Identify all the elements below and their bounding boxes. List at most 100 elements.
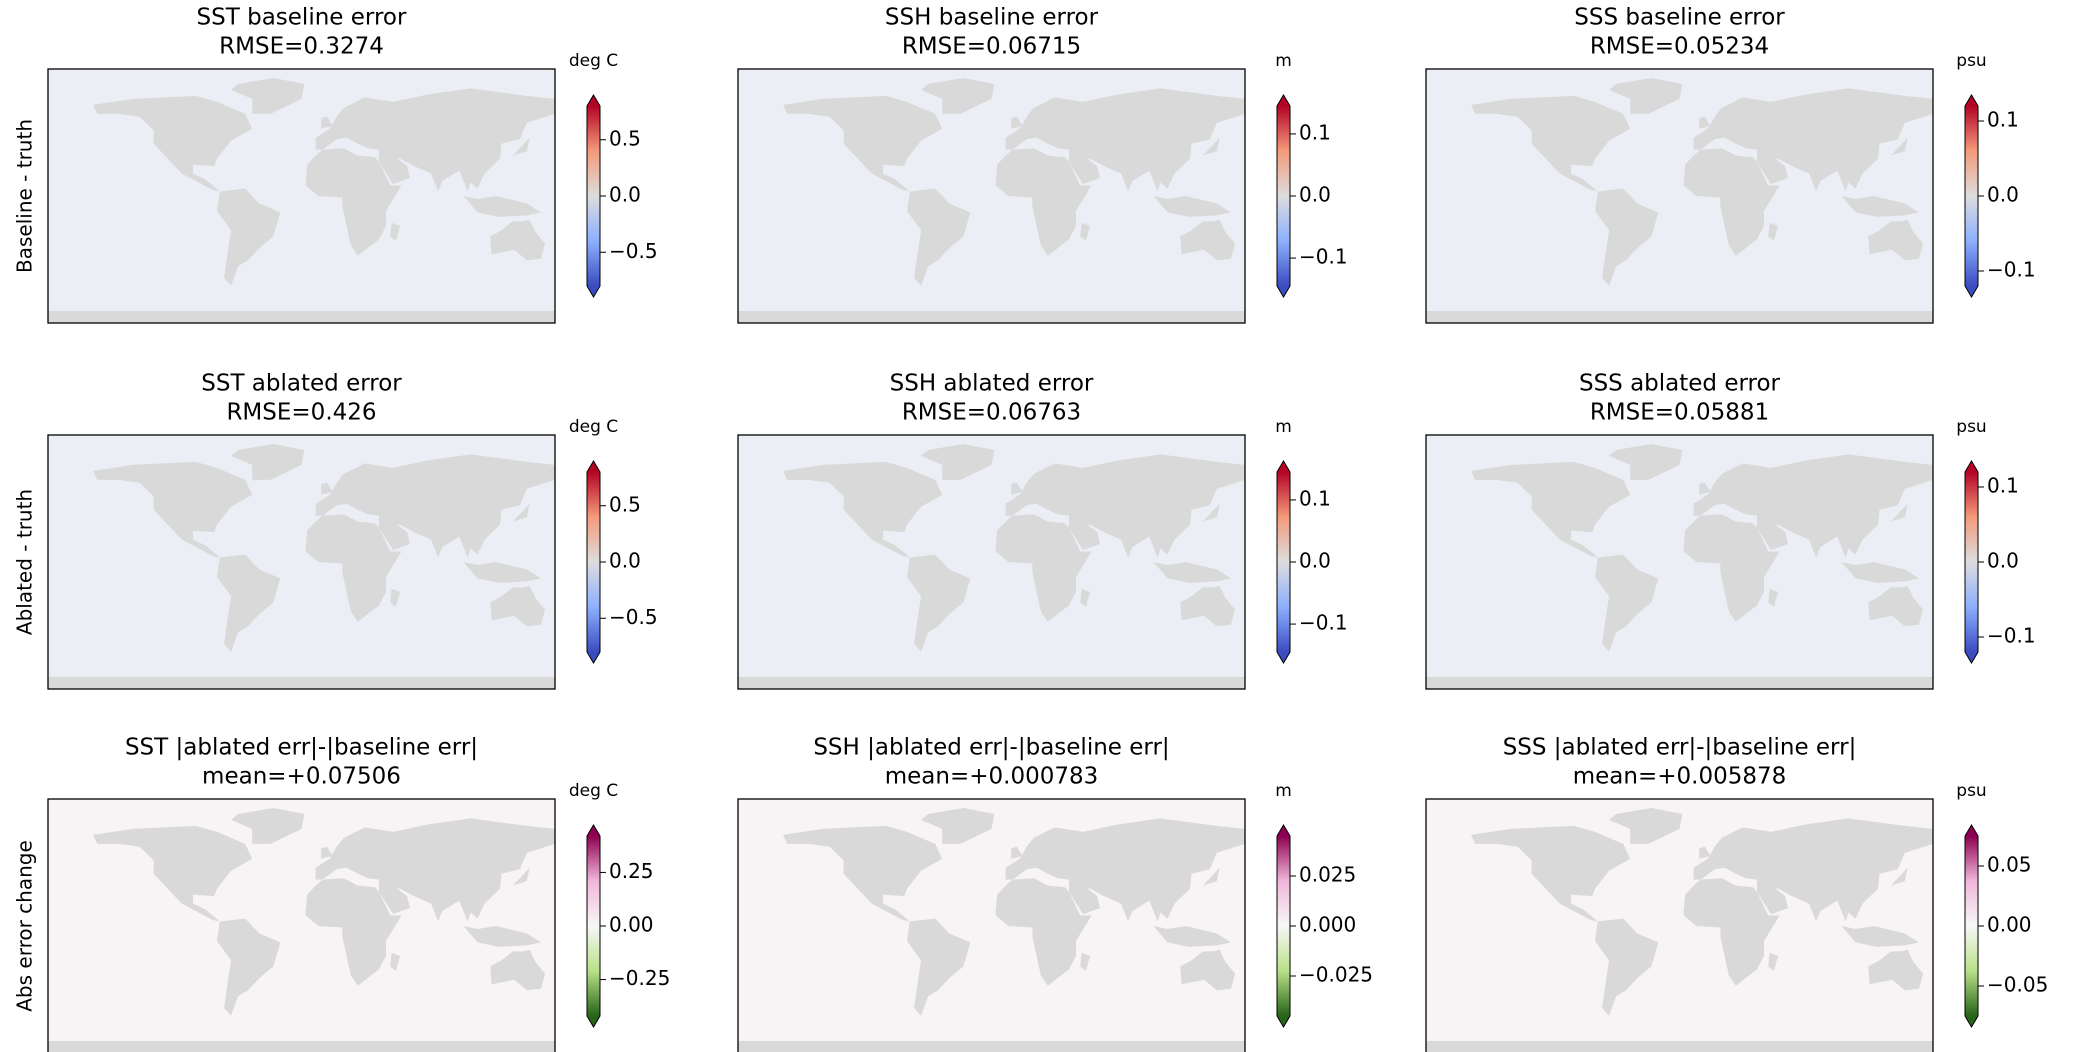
- land: [783, 825, 943, 922]
- land: [1768, 952, 1779, 971]
- colorbar-extend: [1277, 825, 1290, 836]
- panel-subtitle: mean=+0.005878: [1573, 764, 1787, 790]
- colorbar-label: deg C: [569, 781, 618, 801]
- colorbar: [1277, 472, 1290, 652]
- colorbar: [1965, 472, 1978, 652]
- colorbar-tick-label: −0.1: [1987, 258, 2036, 282]
- land: [315, 88, 555, 192]
- colorbar-tick-label: 0.1: [1299, 120, 1331, 144]
- land: [1153, 926, 1231, 947]
- land: [1699, 116, 1711, 129]
- colorbar-tick-label: −0.1: [1299, 245, 1348, 269]
- land: [1683, 878, 1780, 986]
- panel-subtitle: mean=+0.07506: [202, 764, 401, 790]
- land: [217, 188, 281, 286]
- land: [321, 846, 333, 859]
- colorbar-extend: [1965, 95, 1978, 106]
- colorbar-tick-label: 0.025: [1299, 863, 1356, 887]
- land: [1683, 148, 1780, 256]
- land: [995, 878, 1092, 986]
- colorbar-extend: [587, 286, 600, 297]
- colorbar-frame: [1276, 460, 1291, 664]
- land: [1693, 818, 1933, 922]
- land: [1693, 454, 1933, 558]
- map-frame: [737, 798, 1246, 1052]
- colorbar-label: deg C: [569, 417, 618, 437]
- colorbar: [587, 472, 600, 652]
- land: [1683, 514, 1780, 622]
- row-label: Baseline - truth: [13, 119, 37, 273]
- land: [995, 148, 1092, 256]
- colorbar-label: psu: [1956, 417, 1986, 437]
- colorbar-frame: [1276, 824, 1291, 1028]
- land: [1841, 926, 1919, 947]
- land: [463, 562, 541, 583]
- map-frame: [1425, 798, 1934, 1052]
- colorbar-extend: [587, 1016, 600, 1027]
- colorbar-tick-label: −0.5: [609, 239, 658, 263]
- land: [48, 1041, 555, 1052]
- land: [907, 188, 971, 286]
- land: [305, 514, 402, 622]
- land: [1890, 503, 1908, 522]
- colorbar-frame: [1276, 94, 1291, 298]
- colorbar: [587, 106, 600, 286]
- land: [1609, 443, 1683, 480]
- colorbar-tick-label: 0.1: [1299, 486, 1331, 510]
- land: [995, 514, 1092, 622]
- colorbar-frame: [1964, 824, 1979, 1028]
- colorbar: [1277, 836, 1290, 1016]
- land: [1890, 867, 1908, 886]
- land: [315, 818, 555, 922]
- land: [907, 918, 971, 1016]
- map: [48, 799, 555, 1052]
- panel-title: SSH baseline error: [885, 5, 1099, 31]
- land: [315, 454, 555, 558]
- land: [93, 95, 253, 192]
- colorbar-label: m: [1275, 417, 1292, 437]
- land: [1609, 807, 1683, 844]
- map: [738, 69, 1245, 323]
- colorbar-extend: [1277, 286, 1290, 297]
- map-frame: [1425, 68, 1934, 324]
- land: [1699, 846, 1711, 859]
- colorbar: [587, 836, 600, 1016]
- colorbar-extend: [1277, 95, 1290, 106]
- colorbar: [1965, 106, 1978, 286]
- row-label: Ablated - truth: [13, 489, 37, 635]
- colorbar-frame: [586, 460, 601, 664]
- land: [1202, 137, 1220, 156]
- colorbar-frame: [586, 94, 601, 298]
- land: [1841, 562, 1919, 583]
- panel-title: SST |ablated err|-|baseline err|: [125, 735, 478, 761]
- colorbar-extend: [1965, 652, 1978, 663]
- land: [1868, 585, 1924, 627]
- panel-subtitle: RMSE=0.06715: [902, 34, 1081, 60]
- map-frame: [47, 434, 556, 690]
- panel-subtitle: RMSE=0.05234: [1590, 34, 1769, 60]
- colorbar-extend: [1277, 1016, 1290, 1027]
- colorbar-extend: [1965, 825, 1978, 836]
- colorbar-extend: [587, 461, 600, 472]
- land: [390, 588, 401, 607]
- colorbar-tick-label: −0.025: [1299, 963, 1373, 987]
- land: [1180, 949, 1236, 991]
- panel-title: SSH ablated error: [890, 371, 1094, 397]
- colorbar-tick-label: 0.25: [609, 859, 654, 883]
- land: [1890, 137, 1908, 156]
- colorbar-tick-label: 0.1: [1987, 474, 2019, 498]
- land: [231, 77, 305, 114]
- land: [1595, 918, 1659, 1016]
- colorbar-tick-label: −0.1: [1987, 624, 2036, 648]
- panel-subtitle: mean=+0.000783: [885, 764, 1099, 790]
- colorbar-tick-label: 0.5: [609, 126, 641, 150]
- colorbar-label: psu: [1956, 51, 1986, 71]
- colorbar-tick-label: 0.0: [1987, 549, 2019, 573]
- colorbar-tick-label: 0.0: [609, 183, 641, 207]
- land: [512, 137, 530, 156]
- land: [1005, 454, 1245, 558]
- land: [93, 825, 253, 922]
- land: [1471, 461, 1631, 558]
- colorbar-label: psu: [1956, 781, 1986, 801]
- colorbar-tick-label: 0.0: [1987, 183, 2019, 207]
